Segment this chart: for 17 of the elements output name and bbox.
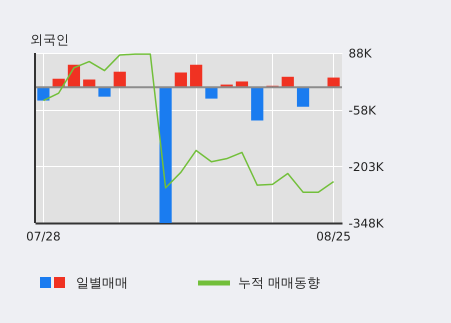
bar — [190, 64, 202, 88]
legend-label: 일별매매 — [76, 276, 128, 291]
y-tick-label: -203K — [348, 160, 385, 174]
x-tick-label: 07/28 — [26, 230, 61, 244]
line-series — [42, 53, 334, 193]
bar — [174, 72, 187, 88]
bar — [296, 87, 310, 107]
x-tick-label: 08/25 — [316, 230, 351, 244]
chart-title: 외국인 — [30, 33, 69, 48]
y-tick-label: 88K — [348, 46, 373, 60]
bar — [159, 87, 172, 223]
legend-label: 누적 매매동향 — [238, 276, 320, 291]
bar — [114, 72, 126, 88]
bar — [282, 76, 294, 88]
bar — [251, 87, 264, 120]
y-tick-label: -58K — [348, 103, 378, 118]
y-tick-label: -348K — [348, 216, 385, 230]
